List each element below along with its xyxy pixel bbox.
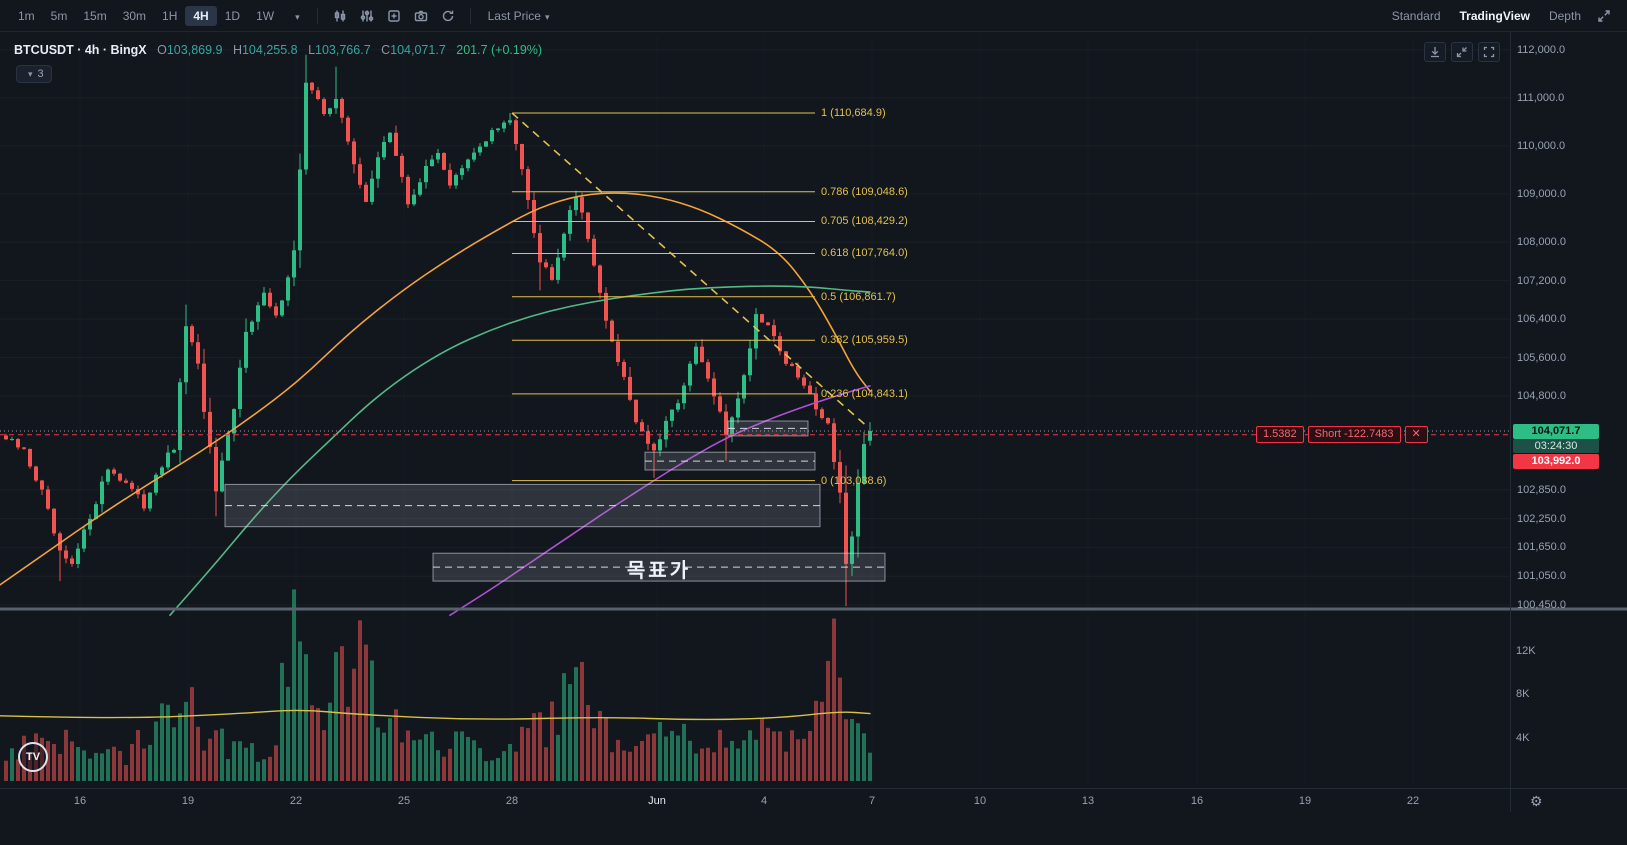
- interval-button-1W[interactable]: 1W: [248, 6, 282, 26]
- fib-level-label[interactable]: 0.618 (107,764.0): [821, 247, 908, 259]
- ma-orange-line: [0, 192, 871, 586]
- price-axis-label: 108,000.0: [1517, 236, 1566, 248]
- time-axis-label: 10: [973, 795, 987, 807]
- interval-dropdown-button[interactable]: ▾: [283, 6, 308, 26]
- fib-level-label[interactable]: 0.786 (109,048.6): [821, 186, 908, 198]
- symbol-title[interactable]: BTCUSDT · 4h · BingX: [14, 43, 147, 57]
- time-axis-label: Jun: [648, 795, 666, 807]
- zone-boxes[interactable]: [224, 420, 886, 582]
- interval-button-4H[interactable]: 4H: [185, 5, 217, 26]
- minimize-icon[interactable]: [1451, 42, 1473, 62]
- volume-axis-label: 4K: [1516, 732, 1530, 744]
- interval-button-30m[interactable]: 30m: [115, 6, 154, 26]
- chart-style-icon[interactable]: [327, 5, 353, 27]
- interval-button-1D[interactable]: 1D: [217, 6, 248, 26]
- ma-purple-line: [449, 385, 871, 616]
- candle-countdown-badge: 03:24:30: [1513, 439, 1599, 453]
- indicators-collapse-button[interactable]: ▾ 3: [16, 65, 52, 83]
- top-toolbar: 1m 5m 15m 30m 1H 4H 1D 1W ▾ Last Price ▾ Standar…: [0, 0, 1627, 32]
- ma-green-line: [169, 285, 871, 616]
- ohlc-high: H104,255.8: [232, 43, 298, 57]
- ohlc-low: L103,766.7: [308, 43, 371, 57]
- price-axis-label: 109,000.0: [1517, 188, 1566, 200]
- time-axis-label: 13: [1081, 795, 1095, 807]
- chevron-down-icon: ▾: [544, 11, 550, 22]
- time-axis-label: 4: [760, 795, 768, 807]
- price-axis-label: 100,450.0: [1517, 599, 1566, 611]
- position-pnl[interactable]: Short -122.7483: [1307, 426, 1401, 443]
- time-axis-label: 22: [1406, 795, 1420, 807]
- close-icon[interactable]: ✕: [1404, 426, 1428, 443]
- toolbar-divider: [316, 7, 318, 24]
- current-price-badge: 104,071.7: [1513, 424, 1599, 439]
- compare-icon[interactable]: [381, 5, 407, 27]
- price-axis-label: 112,000.0: [1517, 44, 1566, 56]
- price-axis-label: 111,000.0: [1517, 92, 1565, 104]
- time-axis-label: 19: [181, 795, 195, 807]
- chevron-down-icon: ▾: [28, 68, 33, 79]
- time-axis[interactable]: 16 19 22 25 28 Jun 4 7 10 13 16 19 22: [0, 788, 1627, 818]
- price-axis-label: 101,650.0: [1517, 541, 1566, 553]
- time-axis-label: 16: [1190, 795, 1204, 807]
- chevron-down-icon: ▾: [295, 11, 300, 22]
- interval-group: 1m 5m 15m 30m 1H 4H 1D 1W: [10, 5, 282, 26]
- volume-axis-label: 8K: [1516, 688, 1530, 700]
- fib-level-label[interactable]: 0.236 (104,843.1): [821, 388, 908, 400]
- fib-level-label[interactable]: 0.382 (105,959.5): [821, 334, 908, 346]
- fib-level-label[interactable]: 0 (103,038.6): [821, 475, 887, 487]
- interval-button-15m[interactable]: 15m: [75, 6, 114, 26]
- ohlc-close: C104,071.7: [381, 43, 446, 57]
- position-tag: 1.5382 Short -122.7483 ✕: [1256, 426, 1428, 443]
- volume-axis-label: 12K: [1516, 645, 1536, 657]
- volume-bars: [4, 589, 872, 781]
- tradingview-logo[interactable]: TV: [18, 742, 48, 772]
- legend: BTCUSDT · 4h · BingX O103,869.9 H104,255…: [14, 43, 542, 57]
- time-axis-label: 25: [397, 795, 411, 807]
- tab-depth[interactable]: Depth: [1548, 8, 1581, 23]
- time-axis-label: 7: [868, 795, 876, 807]
- price-axis-label: 105,600.0: [1517, 352, 1566, 364]
- change-value: 201.7 (+0.19%): [456, 43, 543, 57]
- fib-level-label[interactable]: 0.5 (106,861.7): [821, 291, 896, 303]
- secondary-price-badge: 103,992.0: [1513, 454, 1599, 469]
- price-axis-label: 101,050.0: [1517, 570, 1566, 582]
- chart-corner-buttons: [1424, 42, 1500, 62]
- price-axis-label: 106,400.0: [1517, 313, 1566, 325]
- refresh-icon[interactable]: [435, 5, 461, 27]
- position-size[interactable]: 1.5382: [1256, 426, 1304, 443]
- gear-icon[interactable]: ⚙: [1530, 793, 1543, 809]
- time-axis-label: 28: [505, 795, 519, 807]
- fib-retracement[interactable]: [511, 112, 869, 482]
- camera-icon[interactable]: [408, 5, 434, 27]
- download-icon[interactable]: [1424, 42, 1446, 62]
- tab-tradingview[interactable]: TradingView: [1459, 8, 1530, 23]
- price-axis-label: 107,200.0: [1517, 275, 1566, 287]
- time-axis-label: 16: [73, 795, 87, 807]
- interval-button-1m[interactable]: 1m: [10, 6, 43, 26]
- price-axis-label: 110,000.0: [1517, 140, 1566, 152]
- price-axis-label: 102,850.0: [1517, 484, 1566, 496]
- indicator-count: 3: [37, 68, 44, 80]
- candles: [4, 54, 872, 607]
- target-zone-label: 목표가: [626, 560, 692, 582]
- volume-ma-line: [0, 709, 871, 721]
- fullscreen-icon[interactable]: [1478, 42, 1500, 62]
- fib-level-label[interactable]: 0.705 (108,429.2): [821, 215, 908, 227]
- price-axis[interactable]: 104,071.7 03:24:30 103,992.0 112,000.0 11…: [1510, 32, 1627, 812]
- interval-button-5m[interactable]: 5m: [43, 6, 76, 26]
- time-axis-label: 22: [289, 795, 303, 807]
- interval-button-1H[interactable]: 1H: [154, 6, 185, 26]
- resize-icon[interactable]: [1591, 5, 1617, 27]
- ohlc-open: O103,869.9: [157, 43, 223, 57]
- fib-level-label[interactable]: 1 (110,684.9): [821, 107, 886, 119]
- price-axis-label: 102,250.0: [1517, 513, 1566, 525]
- indicators-icon[interactable]: [354, 5, 380, 27]
- price-axis-label: 104,800.0: [1517, 390, 1566, 402]
- toolbar-divider: [469, 7, 471, 24]
- time-axis-label: 19: [1298, 795, 1312, 807]
- tab-standard[interactable]: Standard: [1391, 8, 1441, 23]
- price-mode-dropdown[interactable]: Last Price ▾: [480, 6, 558, 26]
